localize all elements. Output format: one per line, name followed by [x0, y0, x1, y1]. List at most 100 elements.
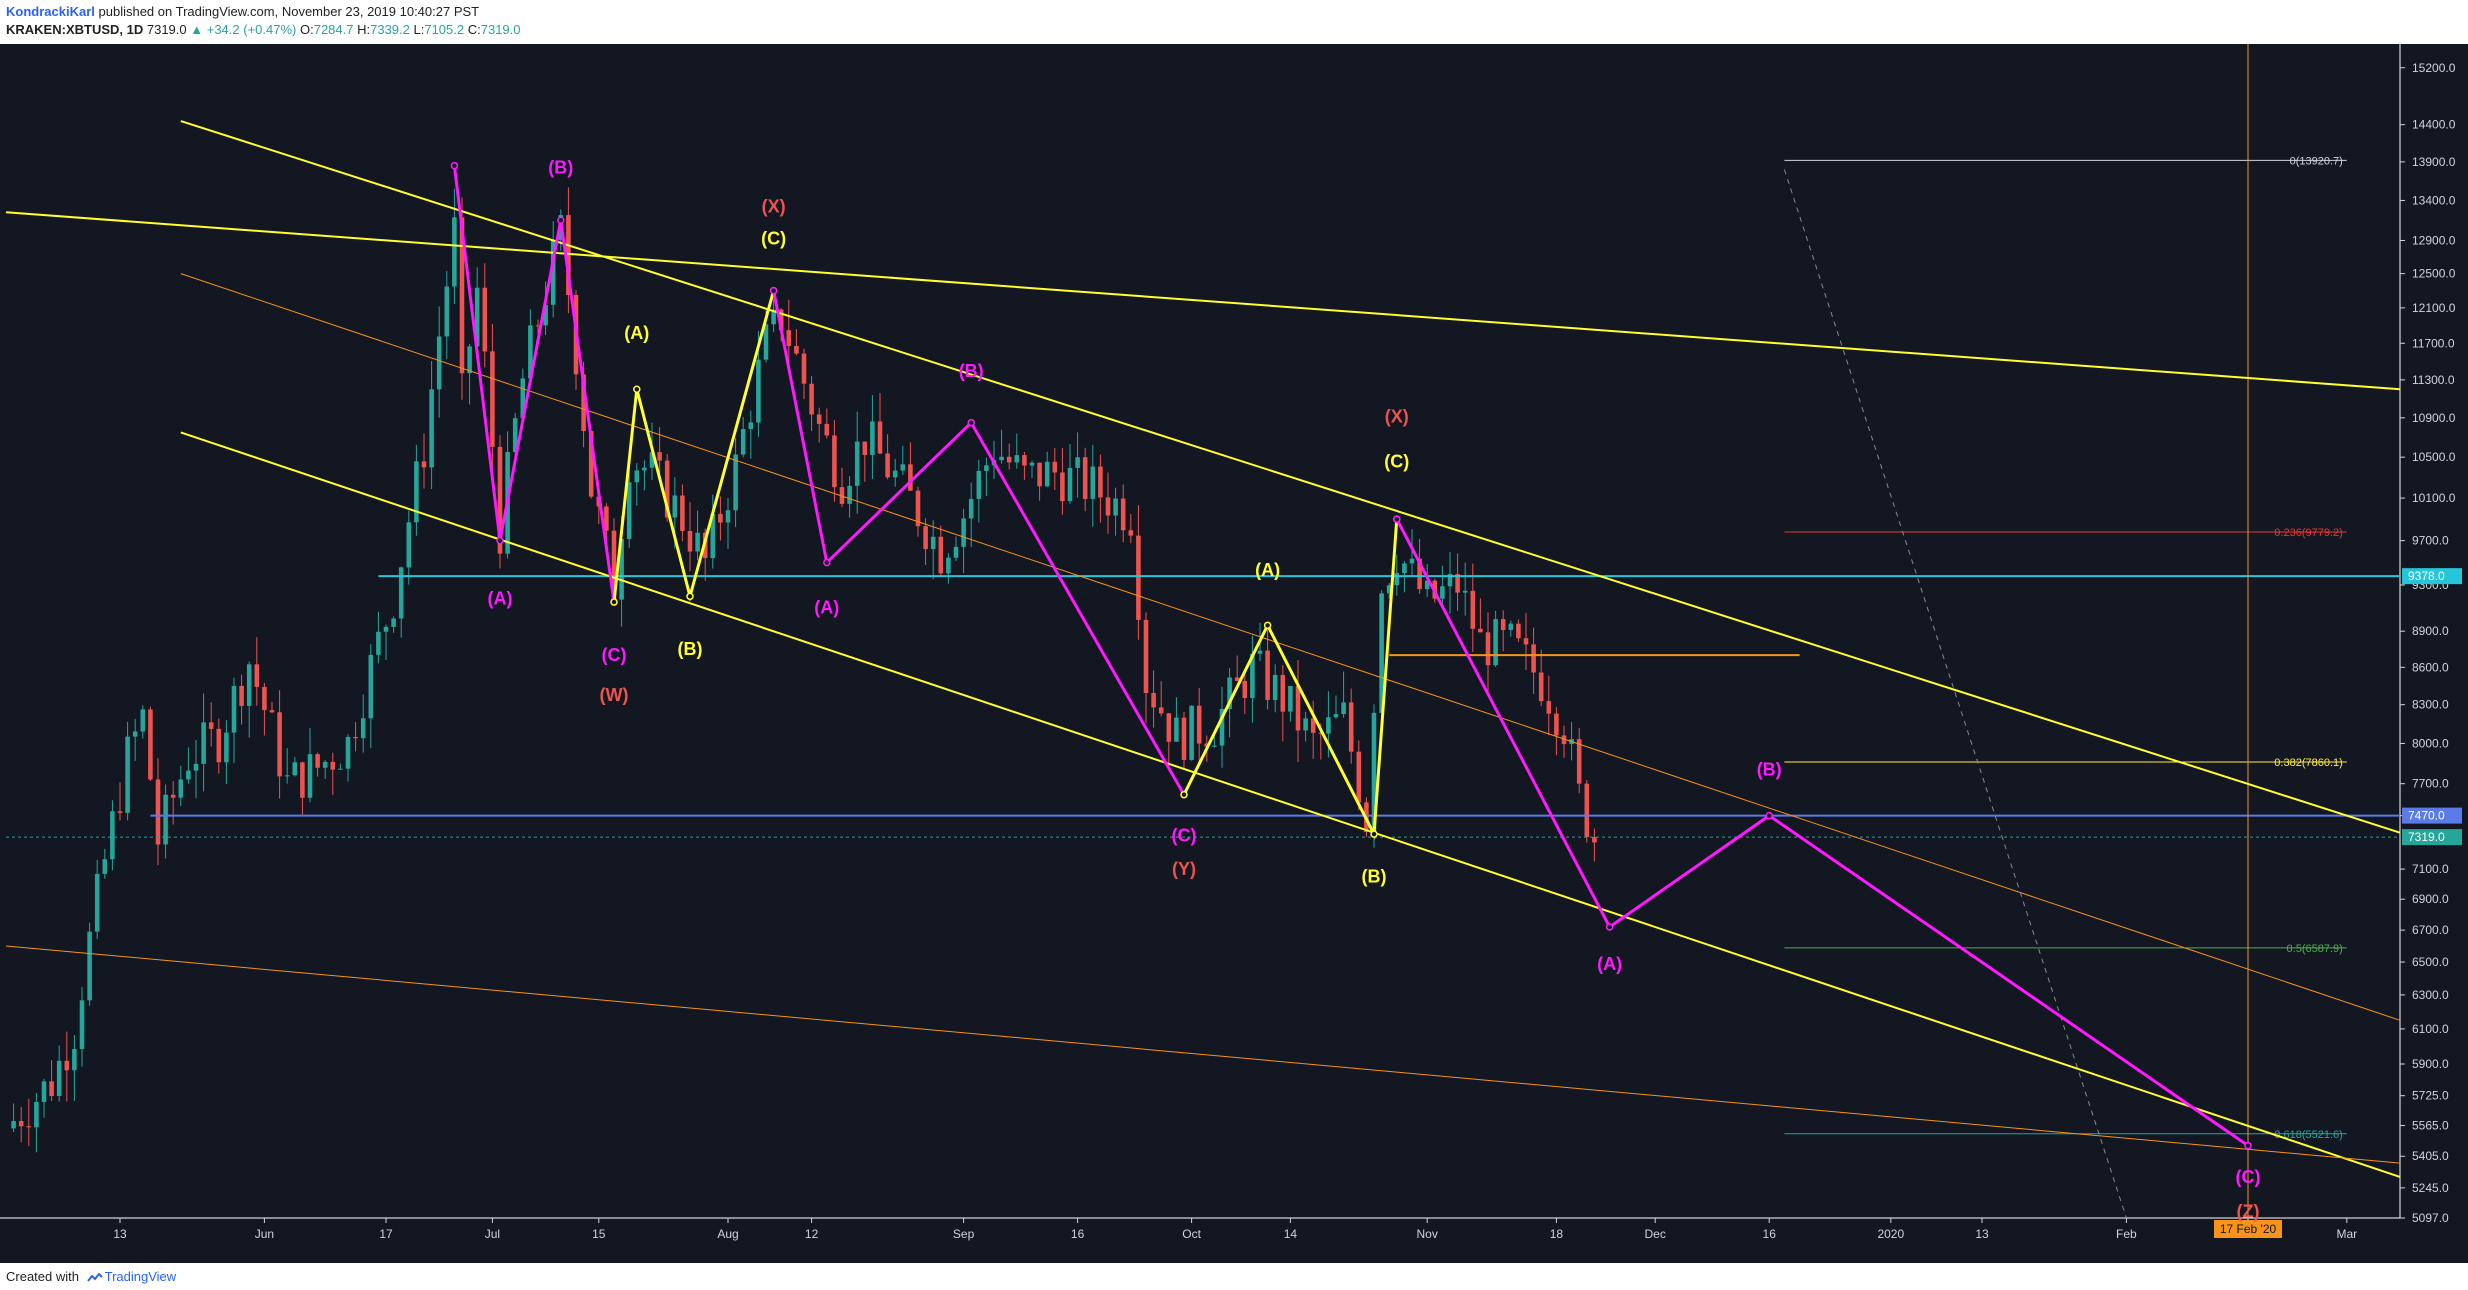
candle-body: [930, 536, 936, 550]
candle-body: [832, 435, 837, 488]
wave-label: (B): [1757, 760, 1782, 780]
candle-body: [877, 421, 883, 454]
candle-body: [763, 324, 769, 360]
candle-body: [1029, 462, 1035, 466]
candle-body: [353, 736, 358, 739]
price-chart[interactable]: 15200.0 14400.0 13900.0 13400.0 12900.0 12500…: [0, 44, 2468, 1263]
candle-body: [885, 453, 890, 478]
candle-body: [550, 239, 556, 305]
candle-body: [1485, 632, 1491, 666]
open-label: O:: [299, 22, 314, 37]
candle-body: [178, 779, 184, 798]
candle-body: [1075, 457, 1080, 468]
candle-body: [900, 464, 906, 471]
wave-label: (A): [814, 598, 839, 618]
candle-body: [1151, 692, 1156, 708]
y-tick-label: 15200.0: [2412, 61, 2456, 75]
candle-body: [786, 330, 792, 346]
wave-pivot-point: [450, 161, 459, 170]
candle-body: [239, 685, 244, 706]
candle-body: [1189, 705, 1194, 760]
candle-body: [1044, 461, 1050, 487]
x-tick-label: 16: [1071, 1227, 1085, 1241]
candle-body: [1333, 714, 1339, 718]
wave-label: (A): [1597, 954, 1622, 974]
x-tick-label: 13: [113, 1227, 127, 1241]
candle-body: [292, 762, 298, 776]
candle-body: [436, 336, 442, 390]
author-link[interactable]: KondrackiKarl: [6, 4, 95, 19]
candle-body: [1531, 644, 1536, 673]
candle-body: [528, 325, 533, 379]
candle-body: [512, 418, 518, 452]
candle-body: [79, 1000, 85, 1050]
candle-body: [687, 530, 693, 552]
chart-area[interactable]: 15200.0 14400.0 13900.0 13400.0 12900.0 12500…: [0, 44, 2468, 1263]
candle-body: [1158, 707, 1164, 714]
candle-body: [277, 712, 282, 777]
wave-label: (Z): [2237, 1201, 2260, 1221]
candle-body: [398, 567, 404, 619]
candle-body: [163, 794, 168, 845]
candle-body: [1082, 457, 1088, 499]
candle-body: [1417, 558, 1422, 590]
candle-body: [748, 422, 754, 430]
candle-body: [1272, 675, 1278, 700]
candle-body: [634, 470, 640, 483]
tradingview-logo-icon: [86, 1272, 103, 1282]
trendline: [5, 211, 2401, 391]
y-tick-label: 13400.0: [2412, 193, 2456, 207]
price-change: ▲ +34.2 (+0.47%): [190, 22, 297, 37]
trendline: [180, 120, 2401, 834]
candle-body: [1310, 718, 1316, 733]
y-tick-label: 5097.0: [2412, 1211, 2449, 1225]
wave-label: (C): [602, 645, 627, 665]
elliott-wave-path: [452, 165, 616, 603]
wave-pivot-point: [2244, 1141, 2252, 1150]
candle-body: [657, 452, 662, 461]
candle-body: [1022, 455, 1027, 466]
candle-body: [908, 464, 913, 491]
candle-body: [1006, 456, 1012, 463]
candle-body: [870, 421, 875, 455]
candle-body: [368, 654, 374, 719]
candle-body: [110, 811, 115, 860]
candle-body: [839, 487, 845, 504]
candle-body: [847, 485, 852, 504]
fib-level-label: 0.618(5521.6): [2274, 1129, 2343, 1141]
wave-pivot-point: [769, 286, 778, 295]
candle-body: [224, 732, 229, 763]
wave-pivot-point: [686, 592, 694, 601]
y-tick-label: 10500.0: [2412, 450, 2456, 464]
candle-body: [148, 709, 153, 780]
candle-body: [801, 353, 807, 384]
candle-body: [49, 1081, 54, 1097]
wave-label: (A): [624, 323, 649, 343]
candle-body: [18, 1120, 24, 1127]
candle-body: [117, 811, 123, 813]
candle-body: [254, 664, 260, 687]
candle-body: [984, 465, 989, 471]
candle-body: [459, 217, 465, 374]
candle-body: [1455, 574, 1460, 593]
fib-level-label: 0.382(7860.1): [2274, 757, 2343, 769]
candle-body: [56, 1060, 62, 1097]
tradingview-link[interactable]: TradingView: [104, 1269, 177, 1284]
candle-body: [444, 286, 450, 337]
candle-body: [740, 429, 746, 455]
candle-body: [1303, 718, 1308, 731]
candle-body: [1242, 680, 1248, 699]
candle-body: [406, 522, 412, 568]
candle-body: [1136, 535, 1141, 620]
wave-pivot-point: [1765, 811, 1773, 820]
candle-body: [414, 461, 419, 523]
candle-body: [1143, 619, 1149, 693]
wave-label: (B): [1362, 867, 1387, 887]
fib-level-label: 0(13920.7): [2290, 155, 2343, 167]
wave-pivot-point: [633, 385, 641, 393]
wave-pivot-point: [1370, 830, 1378, 838]
wave-label: (A): [1255, 560, 1280, 580]
candle-body: [1060, 472, 1065, 502]
wave-label: (A): [488, 588, 513, 608]
candle-body: [1250, 653, 1255, 699]
